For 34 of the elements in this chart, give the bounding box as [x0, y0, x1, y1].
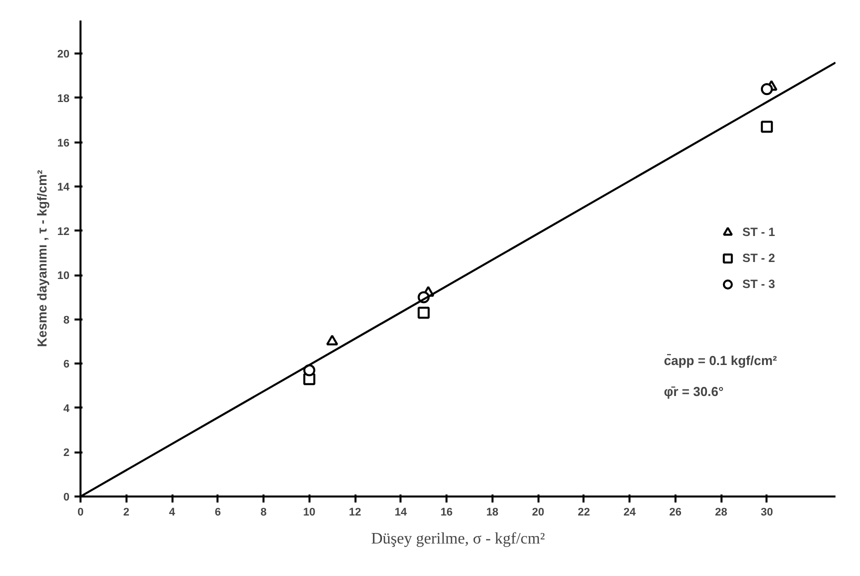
x-tick-label: 20	[532, 506, 544, 518]
x-tick-label: 8	[260, 506, 267, 518]
x-tick-label: 4	[168, 506, 176, 518]
y-tick-label: 2	[63, 447, 70, 460]
legend-label: ST - 1	[742, 225, 775, 239]
x-tick-label: 0	[77, 506, 84, 518]
x-tick-label: 24	[623, 506, 637, 518]
legend-label: ST - 2	[742, 251, 775, 265]
y-tick-label: 6	[63, 358, 70, 371]
y-tick-label: 0	[63, 492, 70, 504]
x-tick-label: 2	[123, 506, 130, 518]
x-tick-label: 30	[760, 506, 773, 518]
y-tick-label: 14	[57, 182, 70, 194]
legend-label: ST - 3	[742, 277, 775, 291]
y-tick-label: 16	[57, 137, 70, 150]
x-tick-label: 12	[348, 506, 362, 518]
y-tick-label: 10	[57, 270, 70, 282]
x-tick-label: 28	[714, 506, 728, 518]
y-tick-label: 18	[57, 92, 70, 105]
y-tick-label: 20	[57, 48, 70, 61]
x-axis-title: Düşey gerilme, σ - kgf/cm²	[371, 530, 546, 548]
x-tick-label: 26	[669, 506, 682, 518]
annotation: c̄app = 0.1 kgf/cm²	[664, 353, 778, 368]
x-tick-label: 14	[394, 506, 408, 518]
x-tick-label: 22	[578, 506, 590, 518]
y-tick-label: 8	[63, 314, 70, 326]
x-tick-label: 6	[214, 506, 221, 518]
x-tick-label: 16	[440, 506, 453, 518]
x-tick-label: 10	[303, 506, 316, 518]
annotation: φ̄r = 30.6°	[664, 384, 724, 400]
x-tick-label: 18	[486, 506, 498, 518]
y-tick-label: 12	[57, 226, 70, 238]
y-tick-label: 4	[63, 402, 70, 415]
y-axis-title: Kesme dayanımı , τ - kgf/cm²	[34, 169, 50, 348]
